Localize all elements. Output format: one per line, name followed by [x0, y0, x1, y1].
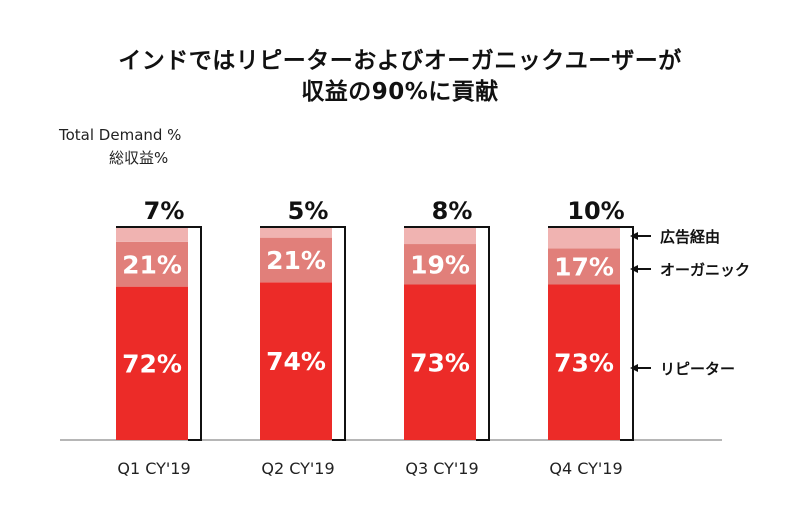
bar-segment-ads-q4	[548, 227, 620, 249]
data-label-repeat-q3: 73%	[410, 348, 470, 377]
x-tick-label-q4: Q4 CY'19	[549, 459, 622, 478]
bar-segment-repeat-q3	[404, 284, 476, 440]
x-tick-label-q3: Q3 CY'19	[405, 459, 478, 478]
bar-segment-ads-q3	[404, 227, 476, 245]
bar-segment-ads-q2	[260, 227, 332, 238]
bar-segment-repeat-q4	[548, 284, 620, 440]
bar-bracket-q2	[260, 226, 346, 441]
top-label-ads-q4: 10%	[567, 197, 624, 225]
bar-segment-repeat-q1	[116, 286, 188, 440]
top-label-ads-q3: 8%	[432, 197, 473, 225]
chart-title-line-2: 収益の90%に貢献	[301, 79, 499, 105]
legend-entry-organic: オーガニック	[660, 261, 750, 279]
x-tick-label-q2: Q2 CY'19	[261, 459, 334, 478]
bar-segment-organic-q3	[404, 244, 476, 285]
legend-arrow-head-repeat	[630, 364, 638, 372]
chart-title-line-1: インドではリピーターおよびオーガニックユーザーが	[118, 48, 682, 74]
y-axis-label-line-2: 総収益%	[109, 149, 169, 167]
y-axis-label-line-1: Total Demand %	[59, 126, 182, 144]
bar-segment-ads-q1	[116, 227, 188, 242]
x-tick-label-q1: Q1 CY'19	[117, 459, 190, 478]
data-label-organic-q4: 17%	[554, 252, 614, 281]
top-label-ads-q1: 7%	[144, 197, 185, 225]
top-label-ads-q2: 5%	[288, 197, 329, 225]
data-label-repeat-q1: 72%	[122, 349, 182, 378]
bar-segment-repeat-q2	[260, 282, 332, 440]
data-label-organic-q3: 19%	[410, 250, 470, 279]
data-label-organic-q2: 21%	[266, 246, 326, 275]
bar-segment-organic-q2	[260, 237, 332, 283]
bar-bracket-q3	[404, 226, 490, 441]
data-label-repeat-q4: 73%	[554, 348, 614, 377]
bar-segment-organic-q4	[548, 248, 620, 285]
bar-bracket-q4	[548, 226, 634, 441]
legend-entry-ads: 広告経由	[660, 228, 720, 246]
bar-segment-organic-q1	[116, 241, 188, 287]
legend-entry-repeat: リピーター	[660, 360, 735, 378]
legend-arrow-head-organic	[630, 265, 638, 273]
legend-arrow-head-ads	[630, 232, 638, 240]
data-label-organic-q1: 21%	[122, 250, 182, 279]
data-label-repeat-q2: 74%	[266, 347, 326, 376]
bar-bracket-q1	[116, 226, 202, 441]
